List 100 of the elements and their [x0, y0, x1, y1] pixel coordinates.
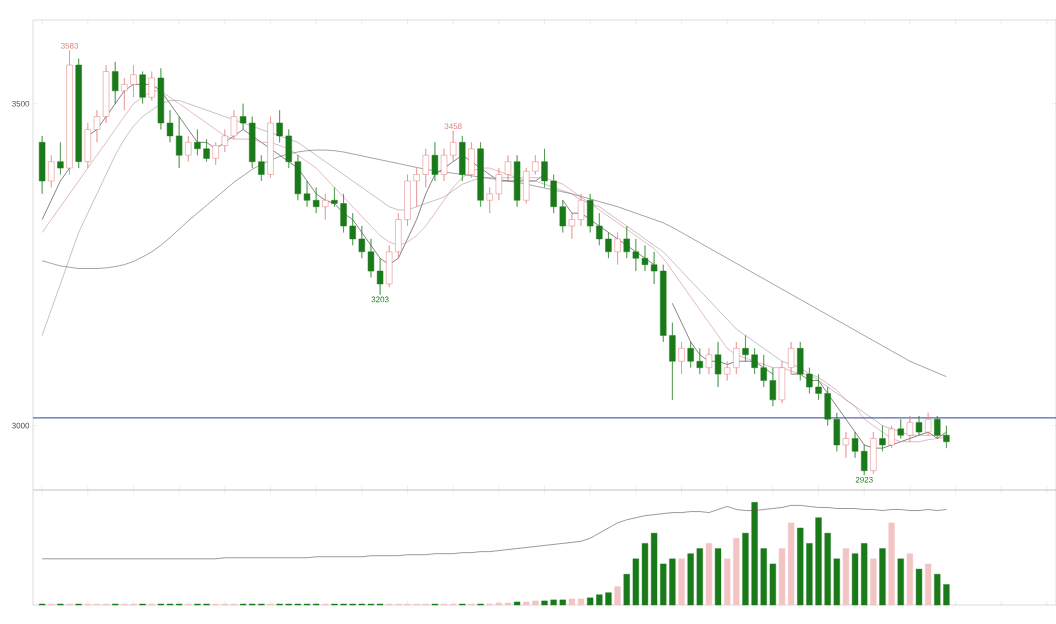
candlestick — [221, 129, 228, 153]
candlestick — [112, 61, 119, 104]
candlestick — [175, 116, 183, 169]
candlestick — [559, 200, 566, 233]
bar — [513, 601, 521, 606]
candlestick — [230, 109, 238, 140]
bar — [641, 543, 649, 606]
candlestick — [459, 135, 466, 182]
candlestick — [84, 122, 91, 169]
bar — [669, 558, 676, 606]
bar — [915, 568, 923, 606]
candlestick — [550, 174, 557, 214]
candlestick — [879, 425, 886, 452]
bar — [705, 543, 713, 606]
candlestick — [57, 142, 64, 175]
bar — [532, 600, 539, 606]
bar — [888, 522, 895, 606]
bar — [742, 532, 749, 606]
candlestick — [824, 386, 831, 426]
candlestick — [888, 425, 895, 449]
candlestick — [851, 431, 859, 459]
candlestick — [395, 212, 402, 259]
candlestick — [568, 212, 576, 240]
bar — [833, 558, 840, 606]
bar — [870, 558, 877, 606]
candlestick — [48, 154, 55, 188]
candlestick — [641, 245, 649, 272]
candlestick — [513, 154, 521, 207]
bar — [815, 517, 822, 606]
candlestick — [267, 116, 274, 178]
candlestick — [696, 348, 703, 375]
candlestick — [678, 341, 685, 375]
candlestick — [587, 193, 594, 233]
candlestick — [422, 148, 429, 188]
candlestick — [386, 245, 393, 288]
bar — [632, 558, 639, 606]
candlestick — [312, 187, 320, 214]
bar — [760, 548, 767, 606]
candlestick — [897, 418, 904, 439]
candlestick — [440, 148, 448, 182]
bar — [596, 594, 603, 606]
bar — [541, 600, 548, 606]
candlestick — [724, 360, 731, 381]
candlestick — [669, 322, 676, 401]
candlestick — [532, 154, 539, 175]
bar — [495, 602, 502, 606]
bar — [934, 574, 941, 606]
candlestick — [139, 71, 146, 104]
candlestick — [751, 348, 758, 375]
candlestick — [148, 71, 155, 101]
candlestick — [38, 135, 46, 195]
candlestick — [769, 367, 777, 407]
candlestick — [413, 167, 420, 207]
candlestick — [258, 154, 265, 182]
bar — [824, 532, 831, 606]
bar — [751, 502, 758, 606]
candlestick — [486, 187, 493, 214]
candlestick — [660, 264, 667, 343]
candlestick — [166, 109, 174, 143]
bar — [788, 522, 795, 606]
bar — [559, 599, 566, 606]
candlestick — [431, 142, 439, 182]
candlestick — [130, 64, 137, 98]
candlestick — [714, 341, 722, 388]
candlestick — [614, 232, 621, 265]
candlestick — [66, 50, 73, 175]
bar — [797, 527, 804, 606]
candlestick — [185, 135, 192, 162]
candlestick — [687, 341, 694, 368]
candlestick — [623, 225, 630, 259]
bar — [851, 553, 859, 606]
candlestick — [194, 129, 201, 156]
candlestick — [742, 335, 749, 362]
bar — [568, 598, 576, 606]
candlestick — [294, 154, 302, 201]
bar — [660, 563, 667, 606]
bar — [733, 538, 740, 606]
candlestick — [943, 425, 950, 449]
candlestick — [778, 360, 786, 404]
candlestick — [733, 341, 740, 375]
candlestick — [404, 174, 411, 227]
candlestick — [870, 431, 877, 475]
bar — [769, 563, 776, 606]
bar — [879, 548, 886, 606]
candlestick — [358, 225, 365, 259]
bar — [778, 548, 786, 606]
bar — [687, 553, 694, 606]
candlestick — [340, 193, 347, 233]
candlestick — [815, 373, 822, 401]
candlestick — [322, 193, 329, 220]
bar — [550, 599, 557, 606]
bar — [577, 598, 585, 606]
candlestick — [861, 444, 868, 476]
bar — [906, 553, 913, 606]
bar — [696, 548, 703, 606]
bar — [614, 586, 621, 606]
candlestick — [239, 103, 247, 130]
candlestick — [632, 238, 640, 272]
candlestick — [249, 116, 256, 169]
candlestick — [924, 412, 932, 436]
